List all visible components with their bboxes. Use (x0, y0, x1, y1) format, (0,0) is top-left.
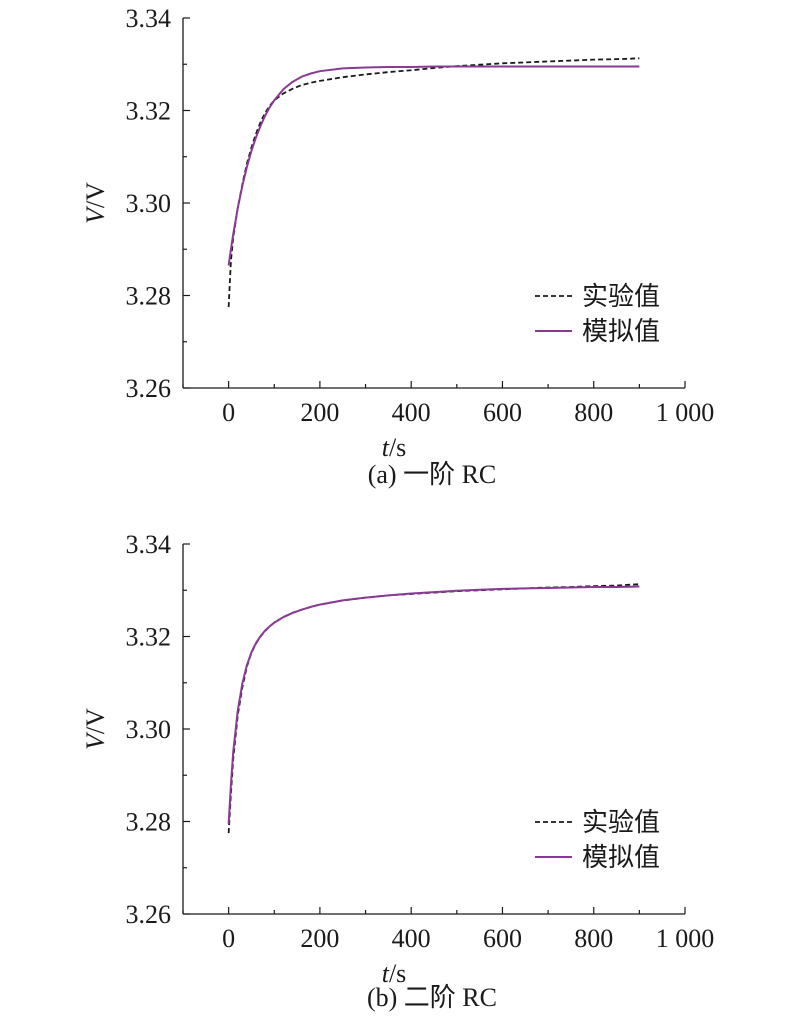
x-tick-label: 0 (222, 398, 235, 427)
x-tick-label: 600 (483, 924, 522, 953)
y-tick-label: 3.28 (126, 808, 172, 837)
legend-label: 实验值 (582, 282, 660, 312)
y-tick-label: 3.30 (126, 189, 172, 218)
y-tick-label: 3.34 (126, 530, 172, 559)
x-tick-label: 200 (300, 398, 339, 427)
y-tick-label: 3.32 (126, 623, 172, 652)
y-axis-title-unit: /V (81, 182, 110, 208)
x-axis-title: t/s (382, 959, 407, 988)
y-tick-label: 3.26 (126, 374, 172, 403)
x-tick-label: 400 (392, 398, 431, 427)
x-tick-label: 600 (483, 398, 522, 427)
x-axis-title: t/s (382, 433, 407, 462)
x-axis-title-unit: /s (389, 959, 406, 988)
chart-panel-a: 3.263.283.303.323.340 200 400 600 800 1 000t/… (81, 4, 714, 489)
x-axis-title-symbol: t (382, 433, 390, 462)
x-tick-label: 1 000 (656, 398, 715, 427)
y-tick-label: 3.32 (126, 97, 172, 126)
legend-label: 模拟值 (582, 843, 660, 873)
x-tick-label: 0 (222, 924, 235, 953)
panel-caption: (a) 一阶 RC (368, 460, 497, 489)
x-tick-label: 200 (300, 924, 339, 953)
y-axis-title-symbol: V (81, 731, 110, 750)
y-tick-label: 3.26 (126, 900, 172, 929)
series-line-simulated (227, 65, 640, 266)
legend-label: 实验值 (582, 808, 660, 838)
x-tick-label: 1 000 (656, 924, 715, 953)
x-tick-label: 800 (574, 398, 613, 427)
x-tick-label: 400 (392, 924, 431, 953)
x-axis-title-unit: /s (389, 433, 406, 462)
y-axis-title: V/V (81, 182, 110, 224)
x-axis-title-symbol: t (382, 959, 390, 988)
y-tick-label: 3.30 (126, 715, 172, 744)
legend-label: 模拟值 (582, 317, 660, 347)
y-tick-label: 3.28 (126, 282, 172, 311)
series-line-simulated (227, 585, 640, 824)
x-tick-label: 800 (574, 924, 613, 953)
y-tick-label: 3.34 (126, 4, 172, 33)
panel-caption: (b) 二阶 RC (367, 983, 497, 1012)
series-line-experimental (227, 583, 640, 834)
y-axis-title-unit: /V (81, 708, 110, 734)
y-axis-title-symbol: V (81, 205, 110, 224)
series-line-experimental (227, 57, 640, 308)
y-axis-title: V/V (81, 708, 110, 750)
chart-panel-b: 3.263.283.303.323.340 200 400 600 800 1 000t/… (81, 530, 714, 1012)
